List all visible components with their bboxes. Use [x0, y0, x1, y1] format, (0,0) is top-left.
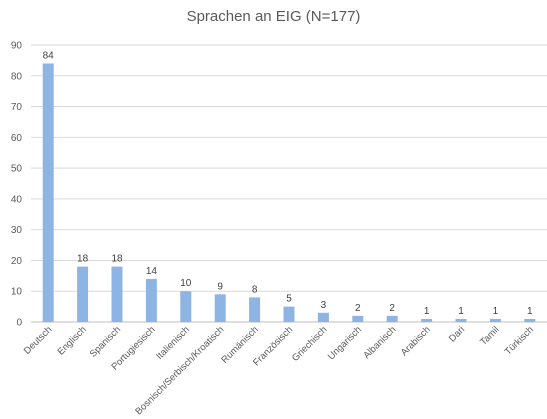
y-tick-label: 60 [11, 133, 23, 144]
x-tick-label: Türkisch [503, 324, 536, 357]
x-tick-label: Albanisch [361, 324, 398, 361]
data-label: 8 [252, 284, 258, 295]
bar [352, 315, 364, 322]
data-label: 84 [43, 50, 55, 61]
data-label: 1 [424, 306, 430, 317]
y-tick-label: 20 [11, 256, 23, 267]
chart-title: Sprachen an EIG (N=177) [186, 8, 361, 25]
bar [455, 318, 467, 322]
data-label: 1 [493, 306, 499, 317]
y-tick-label: 10 [11, 287, 23, 298]
data-label: 9 [217, 281, 223, 292]
bar [42, 63, 54, 322]
bar [386, 315, 398, 322]
x-tick-label: Arabisch [399, 324, 433, 358]
y-tick-label: 30 [11, 225, 23, 236]
y-tick-label: 0 [16, 318, 22, 329]
data-label: 10 [180, 278, 192, 289]
data-label: 14 [146, 266, 158, 277]
y-tick-label: 50 [11, 164, 23, 175]
bar [249, 297, 261, 322]
data-label: 5 [286, 294, 292, 305]
bar [421, 318, 433, 322]
data-label: 2 [389, 303, 395, 314]
x-tick-label: Griechisch [290, 324, 330, 364]
bar [180, 291, 192, 322]
bar [524, 318, 536, 322]
data-label: 1 [458, 306, 464, 317]
y-tick-label: 40 [11, 194, 23, 205]
bar [214, 294, 226, 322]
x-tick-label: Dari [447, 324, 467, 344]
x-tick-label: Deutsch [22, 324, 54, 356]
x-tick-label: Spanisch [88, 324, 123, 359]
data-label: 2 [355, 303, 361, 314]
x-tick-label: Tamil [478, 324, 501, 347]
bar [111, 266, 123, 322]
data-label: 18 [77, 254, 89, 265]
y-tick-label: 70 [11, 102, 23, 113]
data-label: 1 [527, 306, 533, 317]
bar [145, 278, 157, 322]
y-tick-label: 90 [11, 41, 23, 52]
data-label: 3 [321, 300, 327, 311]
x-tick-label: Englisch [56, 324, 89, 357]
bar [489, 318, 501, 322]
x-tick-label: Ungarisch [326, 324, 364, 362]
bar [317, 312, 329, 322]
y-tick-label: 80 [11, 71, 23, 82]
bar [283, 306, 295, 322]
bar [77, 266, 89, 322]
data-label: 18 [111, 254, 123, 265]
